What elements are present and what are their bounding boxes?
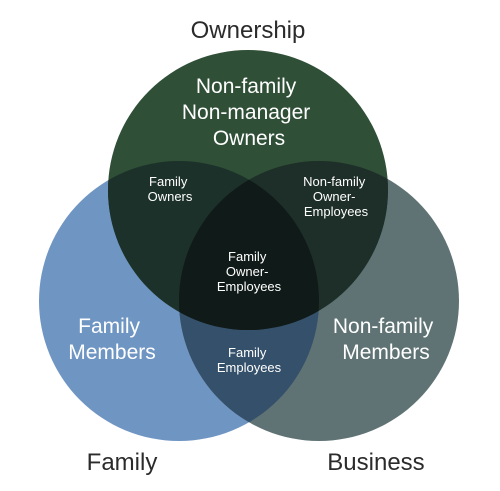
- region-ownership-only: Non-family Non-manager Owners: [182, 75, 316, 150]
- region-nonfamily-owner-employees: Non-family Owner- Employees: [303, 174, 369, 219]
- region-family-owners: Family Owners: [148, 174, 193, 204]
- ownership-label: Ownership: [191, 17, 306, 44]
- all-three-overlap: [179, 161, 319, 330]
- region-family-owner-employees: Family Owner- Employees: [217, 249, 282, 294]
- business-label: Business: [327, 449, 424, 476]
- region-business-only: Non-family Members: [333, 315, 439, 364]
- family-label: Family: [87, 449, 158, 476]
- region-family-only: Family Members: [68, 315, 156, 364]
- region-family-employees: Family Employees: [217, 345, 282, 375]
